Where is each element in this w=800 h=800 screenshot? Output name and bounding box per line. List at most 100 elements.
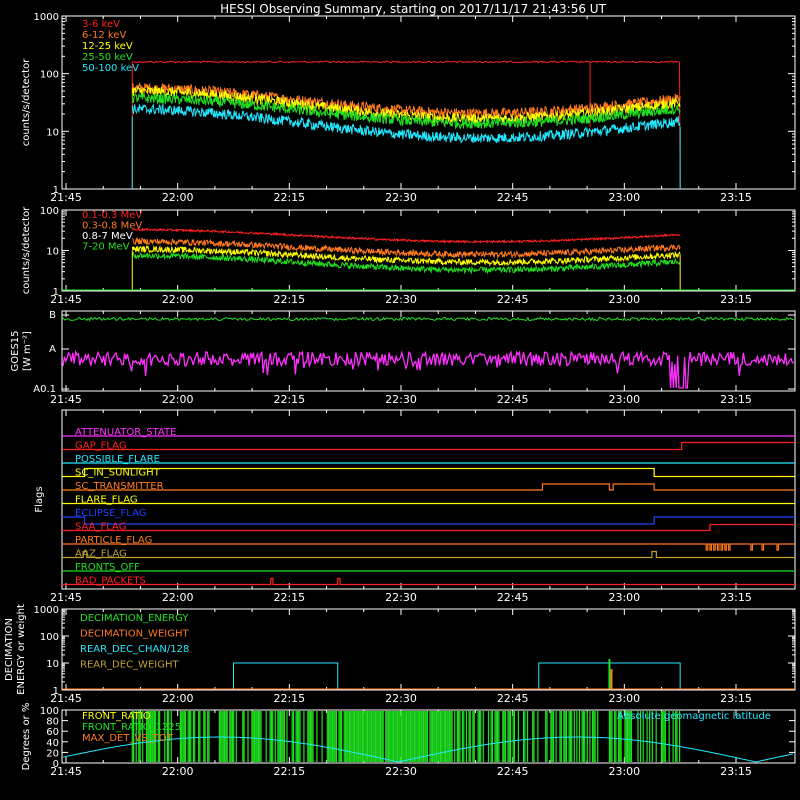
flags-xtick-label: 23:00 <box>608 591 640 604</box>
flag-label-sc-transmitter: SC_TRANSMITTER <box>75 481 164 492</box>
flag-label-bad-packets: BAD_PACKETS <box>75 576 146 587</box>
goes-ytick-label: B <box>49 310 56 321</box>
ratio-xtick-label: 23:15 <box>720 765 752 778</box>
hxr-xtick-label: 23:15 <box>720 191 752 204</box>
ratio-legend-absolute-geomagnetic-latitude: Absolute geomagnetic latitude <box>617 711 771 722</box>
goes-frame <box>61 310 796 392</box>
gamma-ytick-label: 10 <box>46 247 59 258</box>
ratio-legend-max-det-vs-tot: MAX_DET_VS_TOT <box>82 733 174 744</box>
ratio-series-geomag-latitude <box>62 736 794 763</box>
gamma-xtick-label: 21:45 <box>50 293 82 306</box>
ratio-xtick-label: 22:30 <box>385 765 417 778</box>
hxr-series-50-100-kev <box>131 102 681 144</box>
gamma-series-0-8-7-mev <box>131 244 681 267</box>
flags-xtick-label: 23:15 <box>720 591 752 604</box>
gamma-xtick-label: 23:15 <box>720 293 752 306</box>
flag-label-sc-in-sunlight: SC_IN_SUNLIGHT <box>75 468 161 479</box>
hxr-xtick-label: 23:00 <box>608 191 640 204</box>
flag-label-attenuator-state: ATTENUATOR_STATE <box>75 427 176 438</box>
flags-xtick-label: 22:30 <box>385 591 417 604</box>
flag-line-saa-flag <box>62 523 795 532</box>
goes-xtick-label: 22:45 <box>497 393 529 406</box>
ratio-legend-front-ratio: FRONT_RATIO <box>82 711 151 722</box>
flag-line-gap-flag <box>62 441 795 451</box>
hxr-ytick-label: 1 <box>53 185 59 196</box>
decim-ytick-label: 100 <box>40 632 59 643</box>
flag-label-flare-flag: FLARE_FLAG <box>75 495 138 506</box>
goes-xtick-label: 22:15 <box>273 393 305 406</box>
hxr-xtick-label: 21:45 <box>50 191 82 204</box>
flags-xtick-label: 21:45 <box>50 591 82 604</box>
flag-line-aaz-flag <box>62 550 795 559</box>
gamma-legend-0-8-7-mev: 0.8-7 MeV <box>82 231 133 242</box>
goes-xtick-label: 22:00 <box>162 393 194 406</box>
goes-yunit: [W m⁻²] <box>22 331 33 371</box>
ratio-xtick-label: 22:15 <box>273 765 305 778</box>
hxr-xtick-label: 22:15 <box>273 191 305 204</box>
gamma-legend-7-20-mev: 7-20 MeV <box>82 242 130 253</box>
goes-xtick-label: 23:15 <box>720 393 752 406</box>
ratio-ytick-label: 40 <box>46 738 59 749</box>
flags-xtick-label: 22:00 <box>162 591 194 604</box>
ratio-xtick-label: 22:00 <box>162 765 194 778</box>
decim-legend-rear-dec-chan-128: REAR_DEC_CHAN/128 <box>80 644 189 655</box>
flag-label-fronts-off: FRONTS_OFF <box>75 562 140 573</box>
flag-label-possible-flare: POSSIBLE_FLARE <box>75 454 160 465</box>
gamma-series-7-20-mev <box>131 251 681 275</box>
gamma-ytick-label: 100 <box>40 206 59 217</box>
gamma-frame <box>61 209 796 292</box>
flag-label-saa-flag: SAA_FLAG <box>75 522 126 533</box>
decim-xtick-label: 21:45 <box>50 692 82 705</box>
flag-line-sc-transmitter <box>62 483 795 491</box>
decim-xtick-label: 22:15 <box>273 692 305 705</box>
gamma-xtick-label: 22:30 <box>385 293 417 306</box>
goes-series-short <box>62 349 794 389</box>
ratio-ytick-label: 100 <box>40 706 59 717</box>
gamma-xtick-label: 22:15 <box>273 293 305 306</box>
hxr-legend-6-12-kev: 6-12 keV <box>82 30 126 41</box>
ratio-ytick-label: 80 <box>46 717 59 728</box>
decim-frame <box>61 608 796 691</box>
hxr-xtick-label: 22:30 <box>385 191 417 204</box>
hxr-xtick-label: 22:00 <box>162 191 194 204</box>
gamma-legend-0-1-0-3-mev: 0.1-0.3 MeV <box>82 210 142 221</box>
goes-ytick-label: A0.1 <box>33 384 56 395</box>
ratio-series-front-ratio-1225 <box>131 711 681 762</box>
hxr-ytick-label: 10 <box>46 127 59 138</box>
decim-legend-rear-dec-weight: REAR_DEC_WEIGHT <box>80 660 179 671</box>
flags-xtick-label: 22:45 <box>497 591 529 604</box>
decim-legend-decimation-energy: DECIMATION_ENERGY <box>80 613 189 624</box>
hxr-xtick-label: 22:45 <box>497 191 529 204</box>
gamma-xtick-label: 22:45 <box>497 293 529 306</box>
gamma-legend-0-3-0-8-mev: 0.3-0.8 MeV <box>82 221 142 232</box>
hxr-ylabel: counts/s/detector <box>21 58 32 146</box>
decim-ytick-label: 1 <box>53 686 59 697</box>
ratio-frame <box>61 709 796 764</box>
gamma-ytick-label: 1 <box>53 287 59 298</box>
decim-legend-decimation-weight: DECIMATION_WEIGHT <box>80 629 189 640</box>
goes-ylabel: GOES15 <box>10 330 21 371</box>
hxr-frame <box>61 15 796 190</box>
gamma-series-0-3-0-8-mev <box>131 237 681 260</box>
decim-ylabel-2: ENERGY or weight <box>16 604 27 695</box>
plot-title: HESSI Observing Summary, starting on 201… <box>220 2 606 16</box>
hxr-legend-50-100-kev: 50-100 keV <box>82 63 139 74</box>
flag-line-eclipse-flag <box>62 516 795 525</box>
goes-xtick-label: 22:30 <box>385 393 417 406</box>
gamma-ylabel: counts/s/detector <box>21 206 32 294</box>
hxr-ytick-label: 1000 <box>34 12 59 23</box>
flag-label-eclipse-flag: ECLIPSE_FLAG <box>75 508 146 519</box>
gamma-series-0-1-0-3-mev <box>132 227 681 245</box>
ratio-ytick-label: 20 <box>46 748 59 759</box>
decim-xtick-label: 22:45 <box>497 692 529 705</box>
decim-xtick-label: 23:15 <box>720 692 752 705</box>
hxr-legend-25-50-kev: 25-50 keV <box>82 52 133 63</box>
ratio-xtick-label: 22:45 <box>497 765 529 778</box>
decim-ytick-label: 1000 <box>34 605 59 616</box>
decim-xtick-label: 22:30 <box>385 692 417 705</box>
goes-ytick-label: A <box>49 344 56 355</box>
decim-xtick-label: 23:00 <box>608 692 640 705</box>
decim-ylabel-1: DECIMATION <box>4 618 15 681</box>
ratio-ylabel: Degrees or % <box>21 703 32 771</box>
